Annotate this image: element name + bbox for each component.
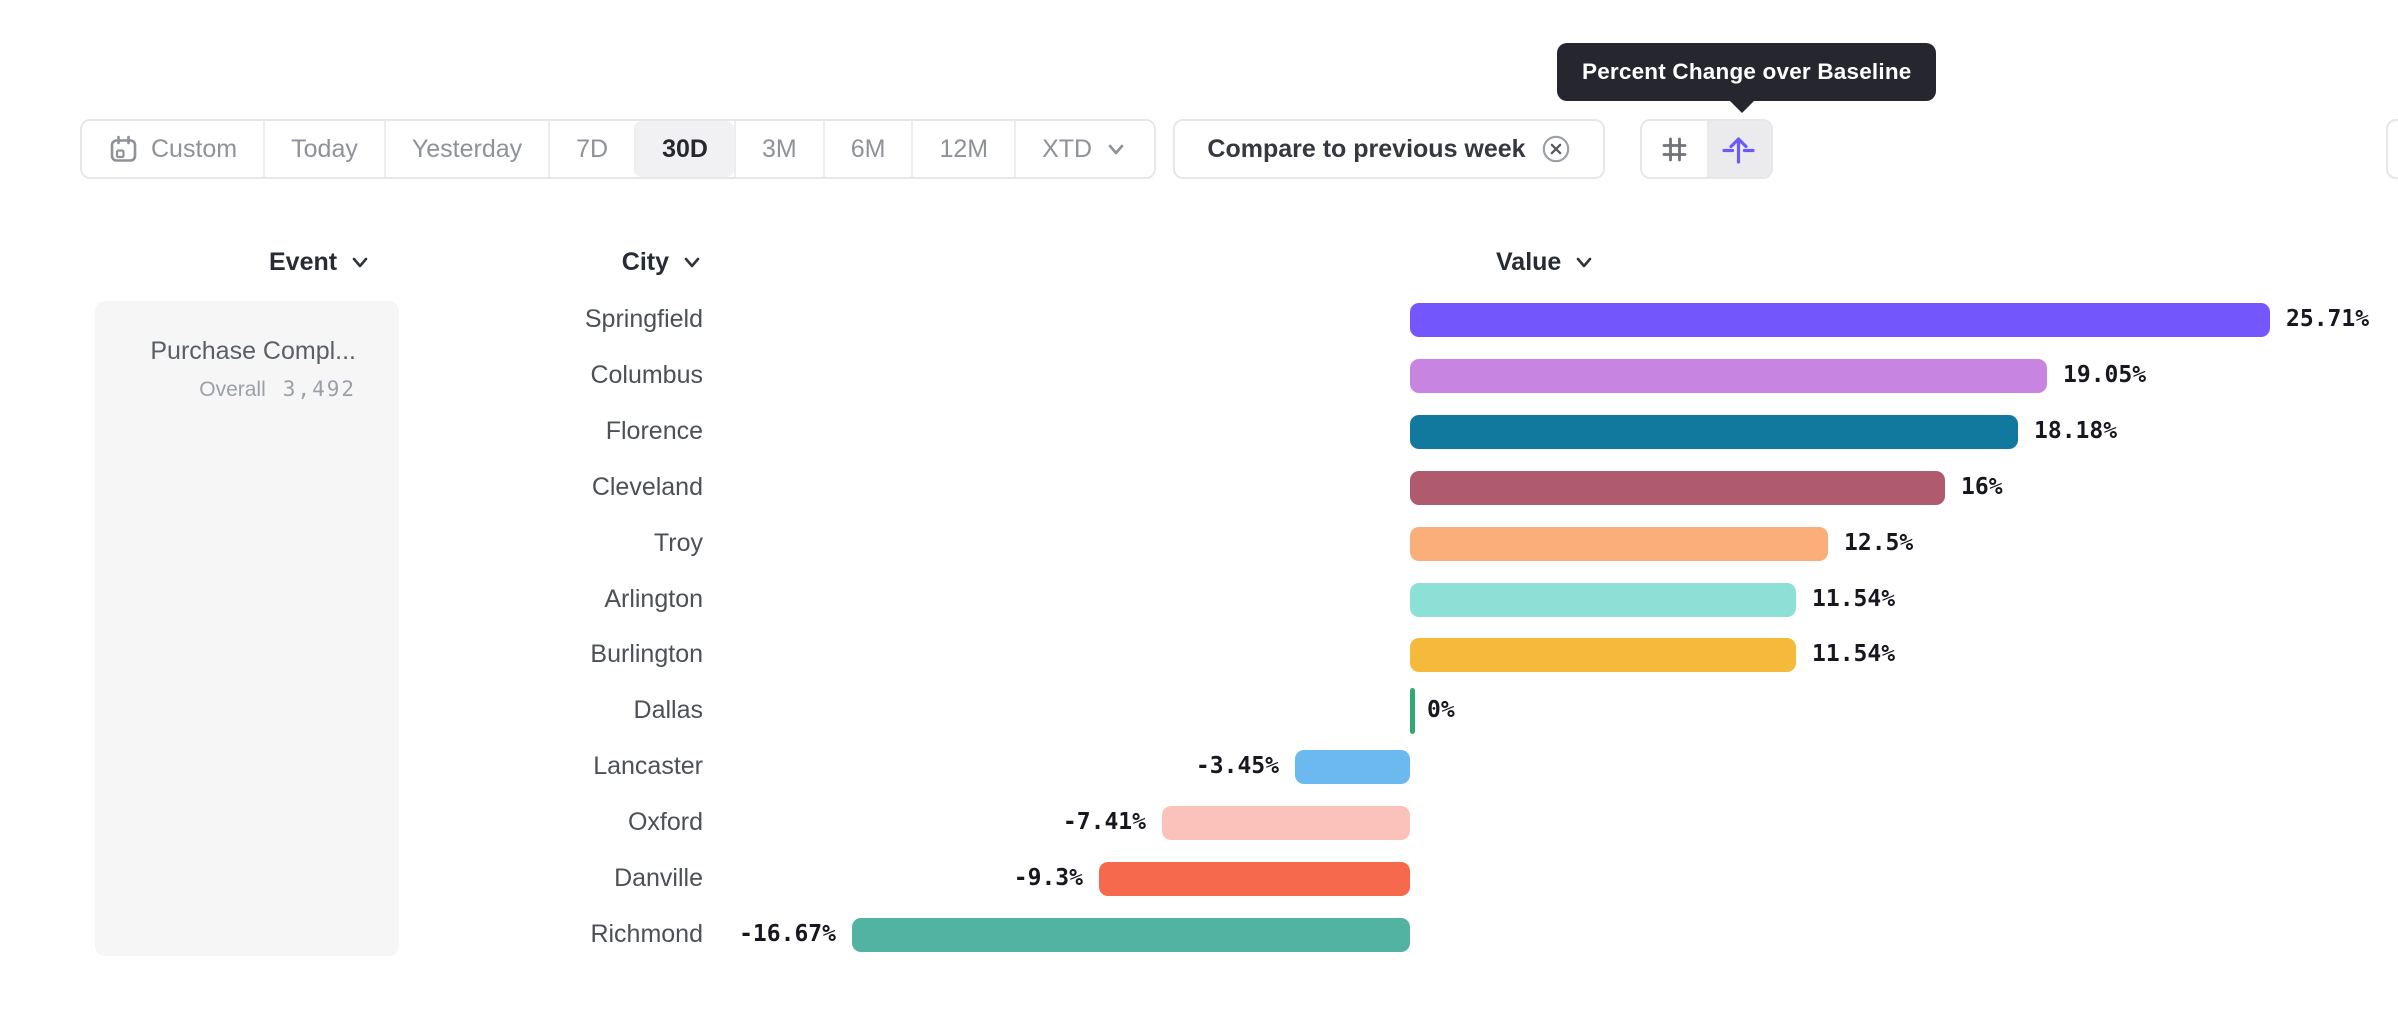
range-30d[interactable]: 30D: [634, 121, 734, 177]
chevron-down-icon: [347, 249, 373, 275]
date-range-toolbar: Custom Today Yesterday 7D 30D 3M 6M 12M …: [80, 119, 1157, 179]
event-overall: Overall 3,492: [199, 377, 356, 402]
value-label: 11.54%: [1812, 641, 1896, 668]
value-bar[interactable]: [1410, 582, 1796, 617]
range-label: Custom: [151, 134, 238, 163]
chart-row: Danville -9.3%: [0, 851, 2398, 907]
compare-label: Compare to previous week: [1207, 134, 1526, 163]
overall-label: Overall: [199, 378, 266, 401]
value-bar[interactable]: [1410, 470, 1945, 505]
chart-row: Oxford -7.41%: [0, 795, 2398, 851]
column-header-value[interactable]: Value: [1496, 243, 1597, 281]
close-circle-icon[interactable]: [1541, 134, 1571, 164]
chevron-down-icon: [679, 249, 705, 275]
numbers-view-button[interactable]: [1642, 121, 1707, 177]
tooltip: Percent Change over Baseline: [1557, 43, 1937, 101]
percent-baseline-view-button[interactable]: [1706, 121, 1771, 177]
event-card[interactable]: Purchase Compl... Overall 3,492: [95, 301, 399, 956]
chart-row: Troy 12.5%: [0, 516, 2398, 572]
column-header-city[interactable]: City: [0, 243, 705, 281]
tooltip-arrow: [1727, 98, 1757, 113]
value-label: 16%: [1961, 473, 2003, 500]
value-bar[interactable]: [1162, 806, 1410, 841]
tooltip-text: Percent Change over Baseline: [1582, 59, 1912, 84]
calendar-icon: [108, 134, 139, 165]
overall-value: 3,492: [282, 377, 356, 401]
category-label: Springfield: [584, 305, 703, 333]
value-bar[interactable]: [1295, 750, 1410, 785]
baseline-arrow-icon: [1720, 131, 1757, 168]
chart-row: Cleveland 16%: [0, 460, 2398, 516]
value-label: 18.18%: [2034, 417, 2118, 444]
category-label: Burlington: [590, 640, 703, 669]
value-bar[interactable]: [1099, 862, 1410, 897]
chart-row: Arlington 11.54%: [0, 572, 2398, 628]
category-label: Lancaster: [593, 752, 703, 781]
value-label: -16.67%: [739, 920, 836, 947]
value-label: -7.41%: [1062, 809, 1146, 836]
category-label: Dallas: [633, 696, 703, 725]
event-title: Purchase Compl...: [150, 337, 356, 365]
range-yesterday[interactable]: Yesterday: [383, 121, 549, 177]
view-toggle-group: [1640, 119, 1773, 179]
category-label: Florence: [605, 416, 703, 445]
value-label: 0%: [1427, 697, 1455, 724]
chart-row: Florence 18.18%: [0, 404, 2398, 460]
clipped-right-button[interactable]: [2386, 119, 2398, 179]
compare-chip[interactable]: Compare to previous week: [1173, 119, 1605, 179]
value-bar[interactable]: [1410, 638, 1796, 673]
value-bar[interactable]: [1410, 303, 2270, 337]
range-7d[interactable]: 7D: [548, 121, 635, 177]
number-grid-icon: [1658, 133, 1691, 166]
value-bar[interactable]: [852, 917, 1410, 952]
value-bar[interactable]: [1410, 526, 1828, 561]
range-today[interactable]: Today: [263, 121, 384, 177]
category-label: Troy: [653, 528, 703, 557]
value-bar[interactable]: [1410, 358, 2047, 393]
value-label: 25.71%: [2286, 306, 2370, 332]
category-label: Cleveland: [591, 472, 703, 501]
value-label: -9.3%: [1013, 865, 1083, 892]
bar-chart: Springfield 25.71% Columbus 19.05% Flore…: [0, 292, 2398, 963]
chart-row: Lancaster -3.45%: [0, 739, 2398, 795]
range-custom[interactable]: Custom: [82, 121, 264, 177]
chart-row: Burlington 11.54%: [0, 627, 2398, 683]
chart-row: Richmond -16.67%: [0, 907, 2398, 963]
value-bar[interactable]: [1410, 688, 1415, 735]
category-label: Arlington: [604, 584, 703, 613]
category-label: Richmond: [590, 919, 703, 948]
range-3m[interactable]: 3M: [733, 121, 823, 177]
value-label: 11.54%: [1812, 585, 1896, 612]
chart-row: Columbus 19.05%: [0, 348, 2398, 404]
category-label: Columbus: [590, 360, 703, 389]
range-6m[interactable]: 6M: [822, 121, 912, 177]
range-xtd[interactable]: XTD: [1014, 121, 1155, 177]
value-label: 12.5%: [1844, 529, 1914, 556]
chart-row: Springfield 25.71%: [0, 292, 2398, 348]
range-12m[interactable]: 12M: [911, 121, 1015, 177]
value-label: -3.45%: [1195, 753, 1279, 780]
category-label: Danville: [614, 864, 703, 893]
value-label: 19.05%: [2063, 361, 2147, 388]
category-label: Oxford: [627, 808, 703, 837]
value-bar[interactable]: [1410, 414, 2018, 449]
chevron-down-icon: [1104, 137, 1128, 161]
chevron-down-icon: [1571, 249, 1597, 275]
chart-row: Dallas 0%: [0, 683, 2398, 739]
column-header-event[interactable]: Event: [269, 243, 373, 281]
